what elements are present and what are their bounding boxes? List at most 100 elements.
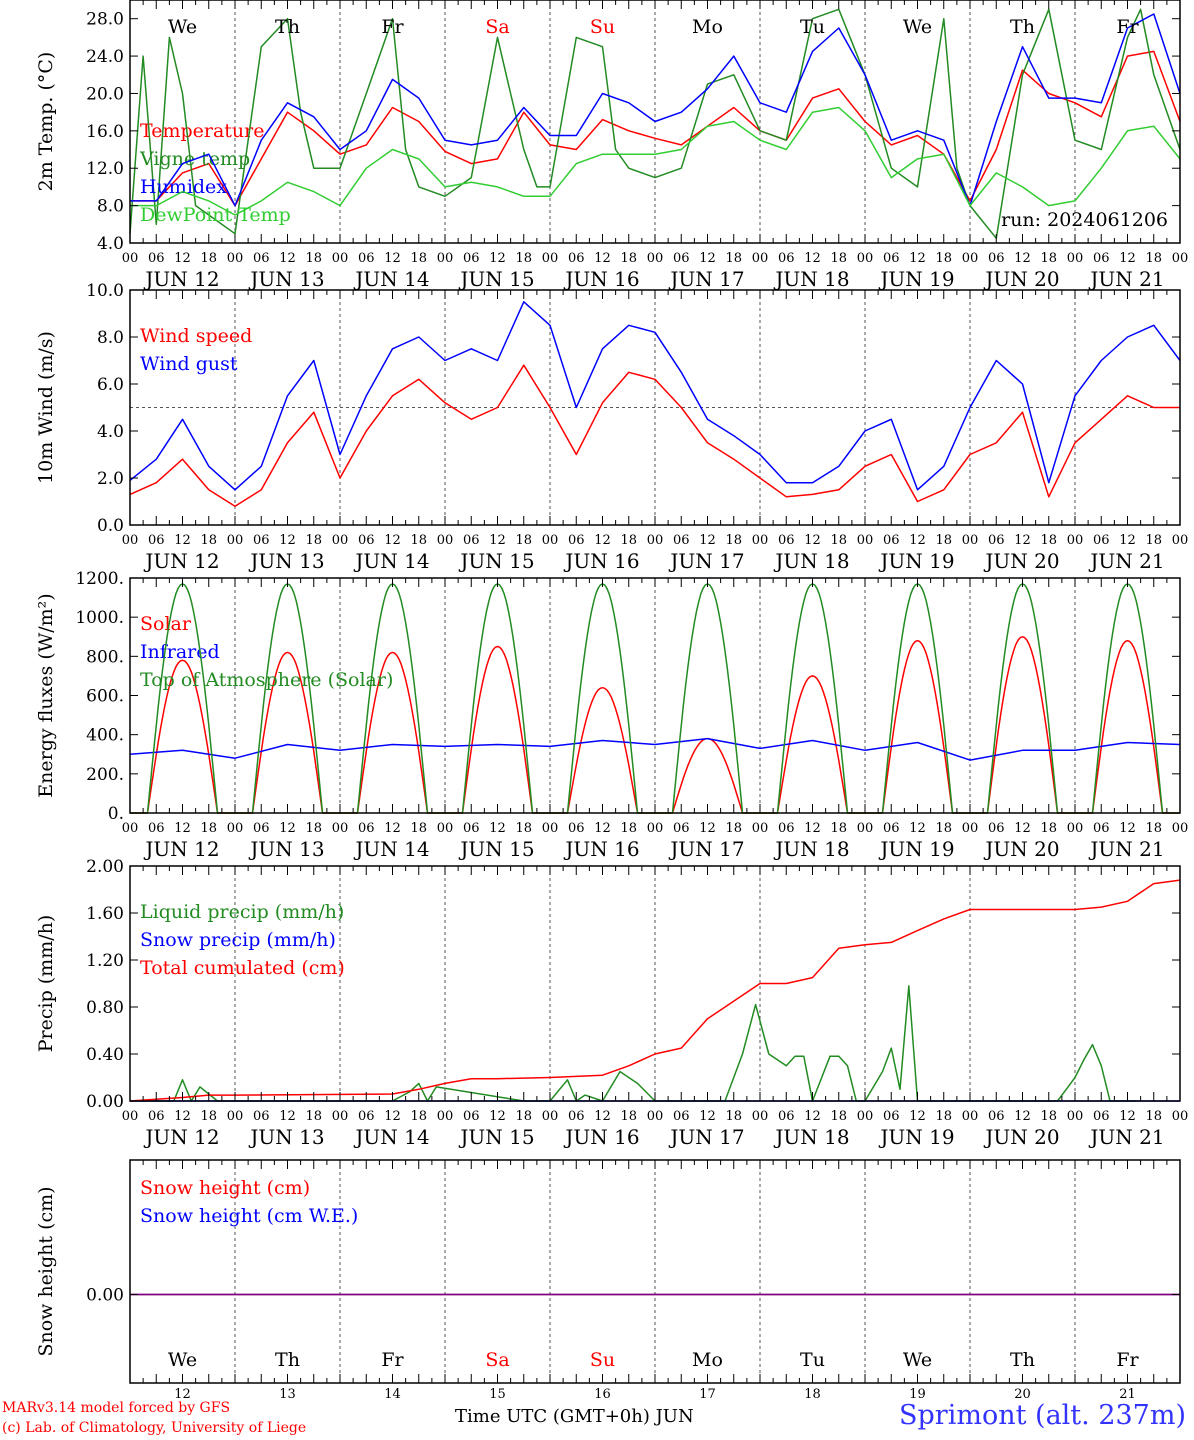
hour-tick-label: 12 [699, 821, 716, 836]
y-tick-label: 4.0 [97, 234, 124, 254]
hour-tick-label: 06 [673, 251, 690, 266]
y-axis-label: Energy fluxes (W/m²) [35, 593, 57, 797]
hour-tick-label: 00 [122, 821, 139, 836]
hour-tick-label: 18 [1040, 251, 1057, 266]
hour-tick-label: 12 [909, 533, 926, 548]
hour-tick-label: 00 [857, 251, 874, 266]
day-label: JUN 13 [248, 1125, 324, 1149]
hour-tick-label: 12 [1014, 533, 1031, 548]
weekday-label: Fr [381, 1349, 404, 1371]
hour-tick-label: 00 [437, 821, 454, 836]
hour-tick-label: 18 [725, 533, 742, 548]
hour-tick-label: 18 [515, 1109, 532, 1124]
weekday-label: Su [590, 16, 615, 38]
hour-tick-label: 00 [1172, 821, 1189, 836]
vigne-temp-line [129, 8, 1181, 240]
hour-tick-label: 12 [909, 1109, 926, 1124]
hour-tick-label: 12 [174, 251, 191, 266]
hour-tick-label: 00 [1067, 1109, 1084, 1124]
hour-tick-label: 18 [200, 1109, 217, 1124]
hour-tick-label: 00 [752, 1109, 769, 1124]
hour-tick-label: 18 [935, 821, 952, 836]
y-tick-label: 2.0 [97, 469, 124, 489]
hour-tick-label: 18 [830, 821, 847, 836]
hour-tick-label: 18 [1040, 821, 1057, 836]
hour-tick-label: 06 [1093, 1109, 1110, 1124]
weekday-label: Tu [800, 1349, 825, 1371]
hour-tick-label: 06 [1093, 533, 1110, 548]
hour-tick-label: 18 [830, 251, 847, 266]
hour-tick-label: 00 [962, 251, 979, 266]
hour-tick-label: 06 [358, 821, 375, 836]
hour-tick-label: 06 [778, 821, 795, 836]
hour-tick-label: 12 [279, 533, 296, 548]
hour-tick-label: 06 [148, 821, 165, 836]
y-tick-label: 20.0 [86, 84, 124, 104]
day-label: JUN 12 [143, 267, 219, 291]
hour-tick-label: 00 [752, 821, 769, 836]
weekday-label: Fr [381, 16, 404, 38]
hour-tick-label: 12 [594, 1109, 611, 1124]
weekday-label: Sa [485, 16, 509, 38]
weekday-label: Fr [1116, 16, 1139, 38]
dewpoint-temp-line [130, 106, 1181, 216]
day-label: JUN 20 [983, 837, 1059, 861]
y-tick-label: 0. [108, 804, 124, 824]
hour-tick-label: 12 [174, 1109, 191, 1124]
day-label: JUN 20 [983, 549, 1059, 573]
y-tick-label: 10.0 [86, 281, 124, 301]
day-label: JUN 21 [1088, 837, 1164, 861]
run-annotation: run: 2024061206 [1001, 209, 1168, 231]
day-label: JUN 16 [563, 837, 639, 861]
hour-tick-label: 00 [122, 1109, 139, 1124]
hour-tick-label: 18 [1040, 533, 1057, 548]
weekday-label: We [903, 16, 932, 38]
hour-tick-label: 12 [279, 251, 296, 266]
hour-tick-label: 00 [857, 1109, 874, 1124]
day-label: JUN 17 [668, 837, 744, 861]
hour-tick-label: 18 [410, 533, 427, 548]
legend-wind-speed: Wind speed [140, 325, 252, 347]
hour-tick-label: 06 [358, 1109, 375, 1124]
hour-tick-label: 06 [673, 533, 690, 548]
hour-tick-label: 00 [1172, 251, 1189, 266]
hour-tick-label: 00 [542, 821, 559, 836]
hour-tick-label: 18 [620, 533, 637, 548]
hour-tick-label: 18 [410, 821, 427, 836]
hour-tick-label: 18 [305, 1109, 322, 1124]
total-cumulated-cm-line [129, 879, 1181, 1102]
hour-tick-label: 00 [962, 1109, 979, 1124]
hour-tick-label: 12 [174, 533, 191, 548]
day-label: JUN 16 [563, 549, 639, 573]
hour-tick-label: 00 [227, 251, 244, 266]
y-tick-label: 12.0 [86, 159, 124, 179]
day-label: JUN 13 [248, 549, 324, 573]
hour-tick-label: 12 [1014, 821, 1031, 836]
wind-gust-line [129, 301, 1181, 491]
y-tick-label: 6.0 [97, 375, 124, 395]
hour-tick-label: 12 [804, 251, 821, 266]
day-number-label: 12 [174, 1387, 191, 1400]
day-label: JUN 20 [983, 267, 1059, 291]
legend-top-of-atmosphere-solar: Top of Atmosphere (Solar) [140, 669, 393, 691]
wind-speed-line [129, 364, 1180, 507]
hour-tick-label: 18 [1145, 533, 1162, 548]
day-label: JUN 15 [458, 549, 534, 573]
legend-temperature: Temperature [140, 120, 264, 142]
weekday-label: Th [275, 1349, 300, 1371]
y-tick-label: 24.0 [86, 47, 124, 67]
hour-tick-label: 00 [332, 533, 349, 548]
hour-tick-label: 18 [620, 1109, 637, 1124]
hour-tick-label: 06 [988, 1109, 1005, 1124]
hour-tick-label: 00 [647, 1109, 664, 1124]
hour-tick-label: 06 [358, 533, 375, 548]
y-axis-label: Snow height (cm) [35, 1186, 57, 1356]
hour-tick-label: 06 [778, 251, 795, 266]
hour-tick-label: 18 [830, 1109, 847, 1124]
hour-tick-label: 06 [988, 821, 1005, 836]
day-label: JUN 21 [1088, 549, 1164, 573]
hour-tick-label: 00 [227, 1109, 244, 1124]
hour-tick-label: 00 [122, 251, 139, 266]
day-number-label: 16 [594, 1387, 611, 1400]
